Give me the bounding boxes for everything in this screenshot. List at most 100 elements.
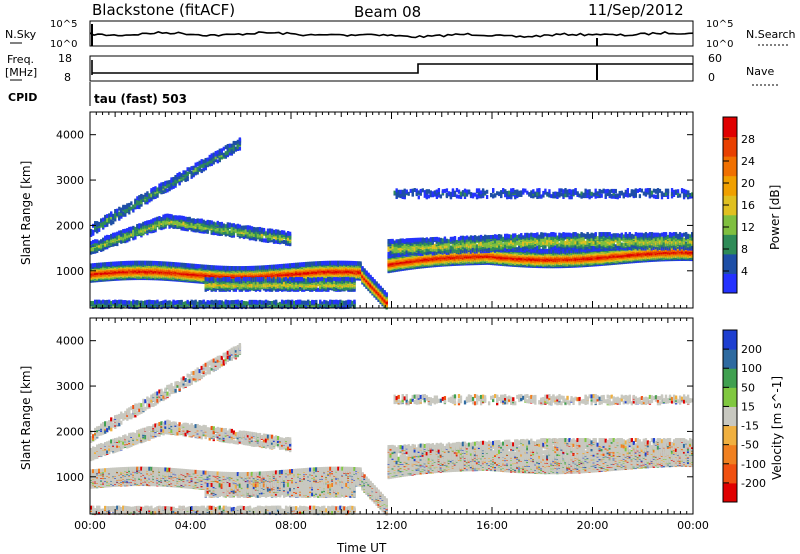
echo-cell	[120, 299, 123, 304]
echo-cell	[210, 265, 213, 270]
echo-cell	[166, 188, 169, 193]
echo-cell	[182, 301, 185, 306]
echo-cell	[254, 299, 258, 304]
echo-cell	[150, 221, 153, 226]
echo-cell	[190, 227, 193, 232]
cpid-value: tau (fast) 503	[94, 92, 187, 106]
echo-cell	[160, 261, 163, 266]
echo-cell	[178, 215, 181, 220]
echo-cell	[174, 174, 177, 179]
echo-cell	[222, 276, 225, 281]
echo-cell	[128, 304, 131, 309]
echo-cell	[116, 242, 119, 247]
echo-cell	[142, 224, 145, 229]
echo-cell	[176, 262, 179, 267]
echo-cell	[212, 160, 215, 165]
echo-cell	[180, 175, 183, 180]
echo-cell	[110, 233, 113, 238]
echo-cell	[142, 260, 145, 265]
echo-cell	[248, 299, 252, 304]
echo-cell	[110, 237, 113, 242]
echo-cell	[202, 264, 205, 269]
power-heatmap	[90, 137, 694, 310]
freq-panel-frame	[89, 55, 694, 82]
echo-cell	[158, 183, 161, 188]
echo-cell	[116, 211, 119, 216]
echo-cell	[242, 276, 246, 281]
echo-cell	[258, 265, 262, 270]
echo-cell	[226, 276, 229, 281]
echo-cell	[216, 277, 219, 282]
echo-cell	[246, 301, 250, 306]
echo-cell	[210, 156, 213, 161]
echo-cell	[92, 239, 95, 244]
echo-cell	[130, 206, 133, 211]
echo-cell	[150, 219, 153, 224]
echo-cell	[110, 211, 113, 216]
echo-cell	[152, 300, 155, 305]
echo-cell	[166, 180, 169, 185]
echo-cell	[138, 199, 141, 204]
echo-cell	[202, 303, 205, 308]
echo-cell	[108, 299, 111, 304]
freq-series	[91, 60, 693, 75]
echo-cell	[112, 300, 115, 305]
echo-cell	[136, 300, 139, 305]
echo-cell	[116, 300, 119, 305]
echo-cell	[146, 260, 149, 265]
echo-cell	[174, 215, 177, 220]
echo-cell	[170, 214, 173, 219]
echo-cell	[210, 153, 213, 158]
echo-cell	[230, 266, 234, 270]
echo-cell	[224, 151, 227, 156]
echo-cell	[182, 262, 185, 267]
echo-cell	[214, 278, 217, 283]
echo-cell	[236, 299, 240, 304]
echo-cell	[172, 184, 175, 189]
echo-cell	[258, 276, 262, 281]
echo-cell	[256, 227, 260, 232]
echo-cell	[94, 221, 97, 226]
echo-cell	[264, 265, 268, 270]
echo-cell	[180, 299, 183, 304]
echo-cell	[172, 176, 175, 181]
echo-cell	[96, 221, 99, 226]
echo-cell	[110, 241, 113, 246]
echo-cell	[210, 276, 213, 281]
echo-cell	[258, 226, 262, 231]
echo-cell	[168, 224, 171, 229]
echo-cell	[250, 299, 254, 304]
echo-cell	[206, 277, 209, 282]
echo-cell	[238, 146, 242, 151]
echo-cell	[262, 227, 266, 232]
echo-cell	[172, 262, 175, 266]
echo-cell	[172, 299, 175, 304]
echo-cell	[108, 216, 111, 221]
echo-cell	[266, 300, 270, 305]
echo-cell	[214, 157, 217, 162]
echo-cell	[228, 143, 231, 148]
echo-cell	[166, 261, 169, 266]
echo-cell	[160, 217, 163, 221]
echo-cell	[144, 224, 147, 229]
echo-cell	[190, 299, 193, 304]
echo-cell	[244, 266, 248, 271]
echo-cell	[120, 230, 123, 235]
echo-cell	[148, 193, 151, 198]
echo-cell	[162, 189, 165, 194]
echo-cell	[130, 301, 133, 306]
echo-cell	[106, 262, 109, 267]
echo-cell	[262, 265, 266, 270]
echo-cell	[178, 171, 181, 176]
echo-cell	[156, 193, 159, 198]
echo-cell	[122, 236, 125, 241]
echo-cell	[274, 299, 278, 304]
echo-cell	[200, 222, 203, 227]
echo-cell	[270, 278, 274, 283]
echo-cell	[218, 265, 221, 270]
echo-cell	[136, 199, 139, 204]
echo-cell	[142, 194, 145, 199]
echo-cell	[272, 229, 276, 234]
echo-cell	[254, 265, 258, 270]
echo-cell	[184, 170, 187, 175]
